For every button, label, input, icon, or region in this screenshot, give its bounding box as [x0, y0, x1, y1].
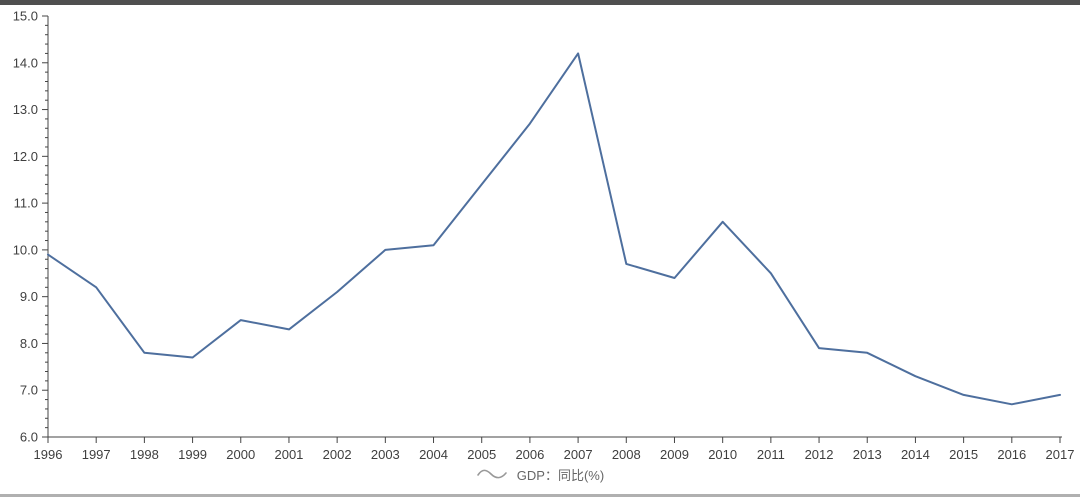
x-tick-label: 2003: [371, 447, 400, 462]
x-tick-label: 2015: [949, 447, 978, 462]
x-tick-label: 1999: [178, 447, 207, 462]
x-tick-label: 2000: [226, 447, 255, 462]
x-tick-label: 1998: [130, 447, 159, 462]
x-tick-label: 2004: [419, 447, 448, 462]
x-tick-label: 2009: [660, 447, 689, 462]
gdp-line-chart: 6.0 7.0 8.0 9.0 10.0 11.0 12.0 13.0 14.0 15.0 1996…: [13, 9, 1075, 463]
x-tick-label: 2001: [274, 447, 303, 462]
y-tick-label: 6.0: [20, 430, 38, 445]
y-tick-label: 14.0: [13, 55, 38, 70]
bottom-border-bar: [0, 494, 1080, 497]
x-tick-label: 2002: [323, 447, 352, 462]
x-tick-label: 2016: [997, 447, 1026, 462]
y-tick-label: 11.0: [14, 196, 38, 211]
chart-legend: GDP：同比(%): [0, 462, 1080, 486]
y-tick-label: 9.0: [20, 289, 38, 304]
y-tick-label: 13.0: [13, 102, 38, 117]
x-tick-label: 1996: [34, 447, 63, 462]
x-tick-label: 2005: [467, 447, 496, 462]
legend-series-label: GDP：同比(%): [516, 467, 605, 483]
chart-area: 6.0 7.0 8.0 9.0 10.0 11.0 12.0 13.0 14.0 15.0 1996…: [13, 9, 1075, 463]
gdp-growth-line: [47, 52, 1061, 406]
y-tick-label: 10.0: [13, 242, 38, 257]
y-tick-label: 7.0: [20, 383, 38, 398]
x-tick-label: 2008: [612, 447, 641, 462]
x-tick-label: 2013: [853, 447, 882, 462]
x-tick-label: 2011: [757, 447, 785, 462]
x-tick-label: 1997: [82, 447, 111, 462]
x-tick-label: 2012: [805, 447, 834, 462]
x-tick-label: 2007: [564, 447, 593, 462]
y-tick-label: 15.0: [13, 9, 38, 24]
y-tick-label: 8.0: [20, 336, 38, 351]
x-tick-label: 2010: [708, 447, 737, 462]
x-tick-label: 2014: [901, 447, 930, 462]
x-tick-label: 2017: [1046, 447, 1075, 462]
y-tick-label: 12.0: [13, 149, 38, 164]
x-tick-label: 2006: [515, 447, 544, 462]
wave-line-icon: [476, 469, 507, 479]
top-border-bar: [0, 0, 1080, 5]
